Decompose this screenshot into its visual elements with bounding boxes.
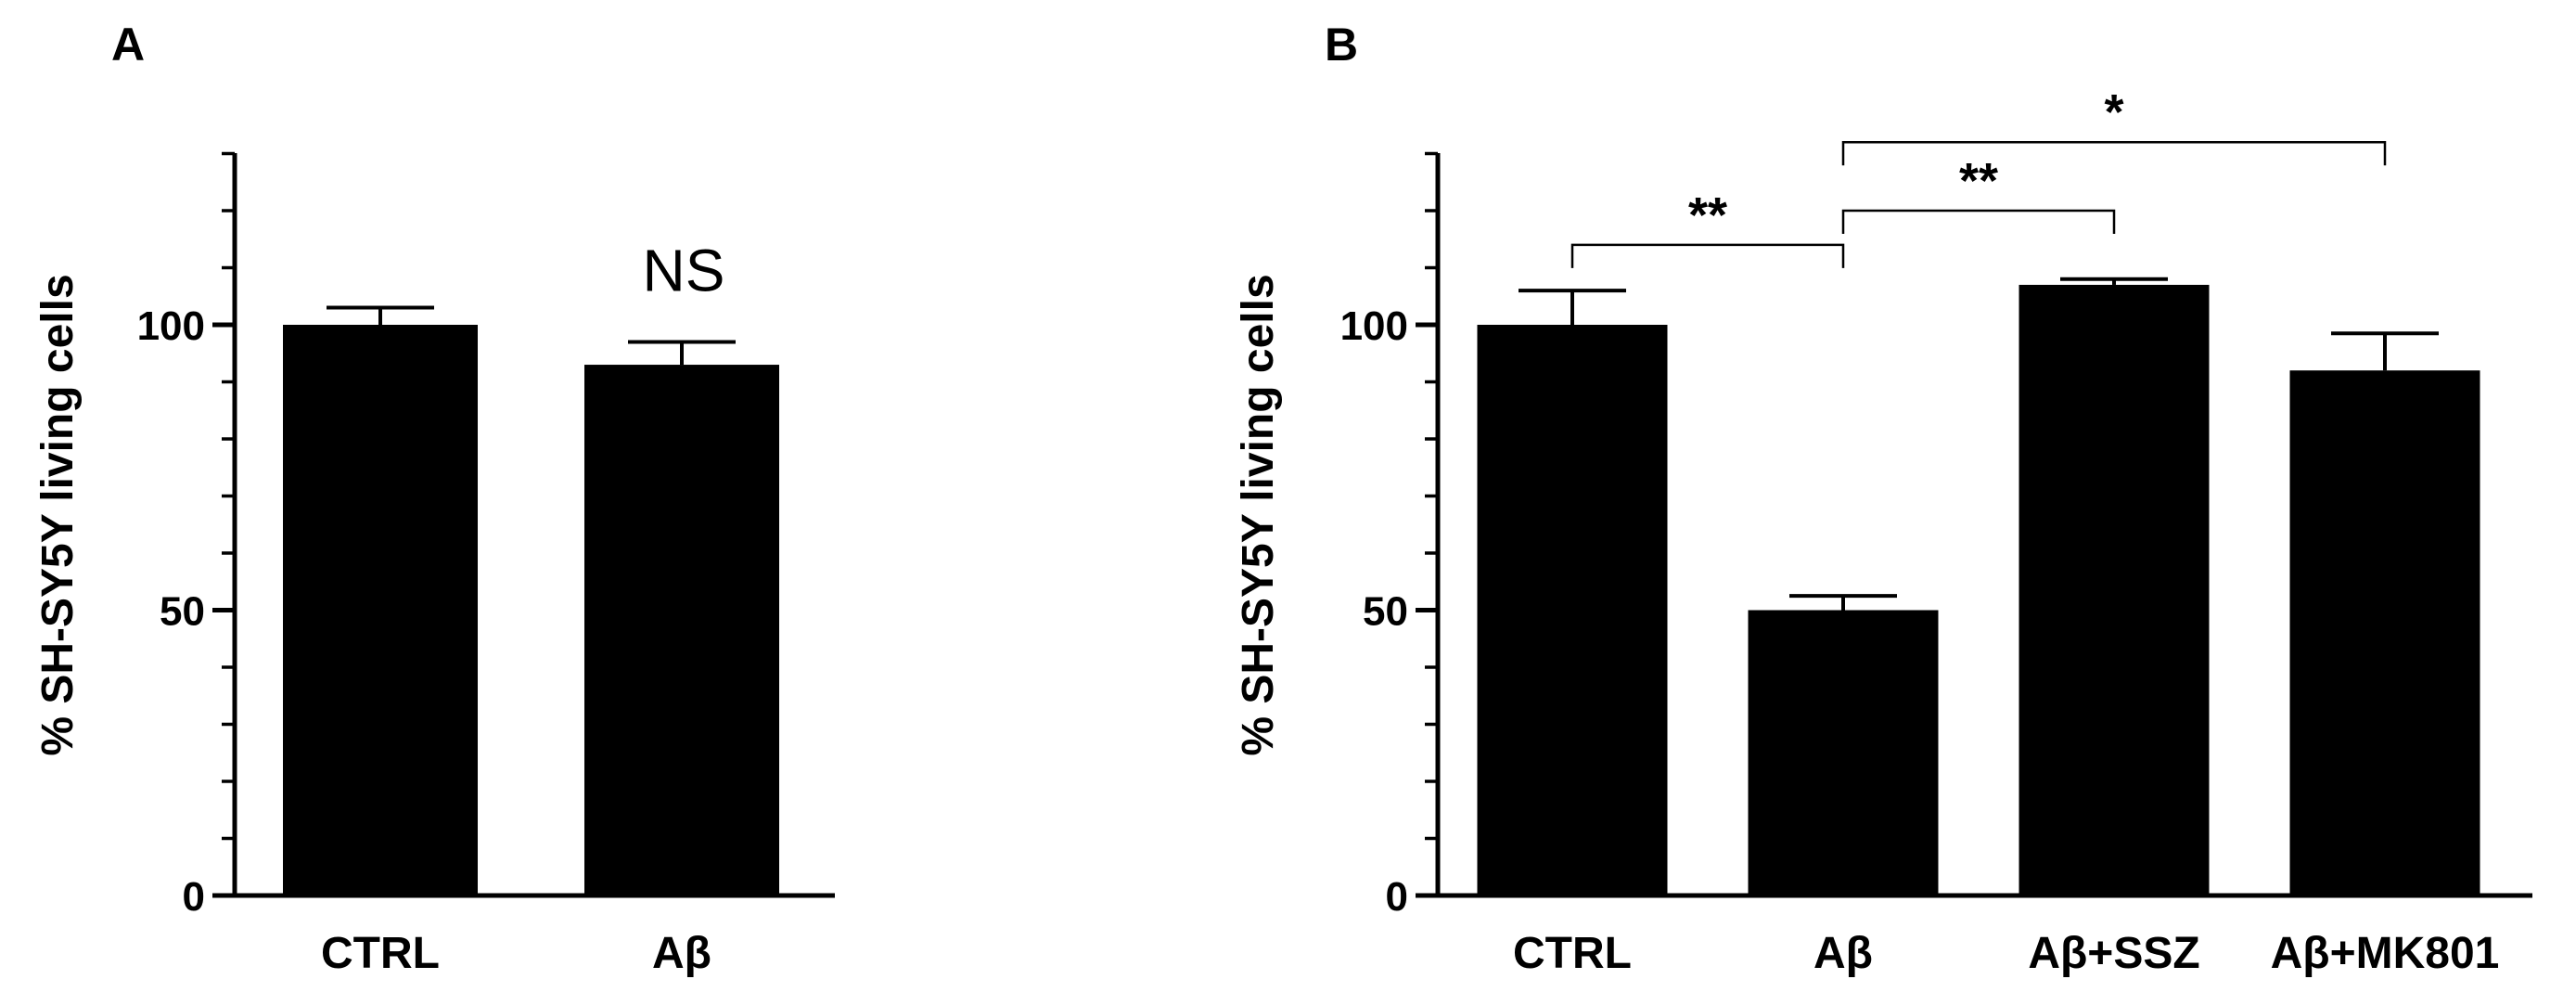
comparison-bracket [1841,140,2387,166]
category-label: CTRL [321,929,440,978]
comparison-bracket [1841,209,2116,234]
bar [2019,284,2210,895]
panel-label-b: B [1325,19,1358,71]
panel-label-a: A [111,19,145,71]
significance-stars: ** [1688,187,1727,243]
bar [2289,370,2480,895]
bar [1477,325,1668,895]
y-tick-label: 50 [1363,589,1408,635]
y-tick-label: 0 [183,874,205,920]
significance-stars: ** [1959,153,1998,209]
category-label: Aβ+MK801 [2271,929,2500,978]
y-tick-label: 100 [1340,303,1408,349]
y-axis-title: % SH-SY5Y living cells [1234,274,1283,755]
category-label: Aβ+SSZ [2028,929,2199,978]
bar [1748,610,1939,895]
category-label: Aβ [1813,929,1873,978]
significance-label: NS [643,237,725,303]
comparison-bracket [1570,243,1845,268]
bar [283,325,478,895]
category-label: CTRL [1513,929,1632,978]
y-tick-label: 50 [160,589,205,635]
y-axis-title: % SH-SY5Y living cells [33,274,83,755]
panel-a-chart: % SH-SY5Y living cells 0 50 100 CTRL Aβ NS [33,151,835,978]
panel-b-chart: % SH-SY5Y living cells 0 50 100 CTRL Aβ Aβ+SSZ… [1234,84,2532,978]
significance-stars: * [2104,84,2123,140]
category-label: Aβ [652,929,711,978]
bar [584,365,779,895]
y-tick-label: 100 [137,303,205,349]
y-tick-label: 0 [1386,874,1408,920]
